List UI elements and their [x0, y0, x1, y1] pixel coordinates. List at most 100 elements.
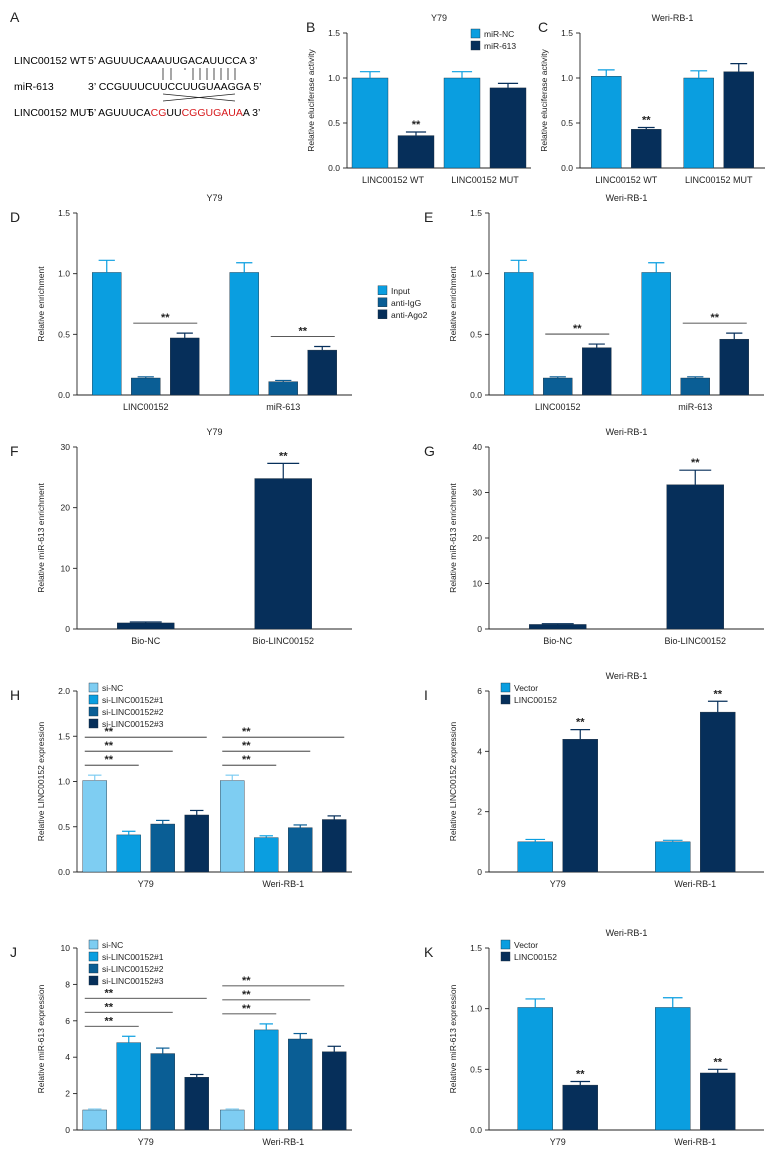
legend-swatch: [88, 682, 99, 693]
y-tick-label: 0.0: [328, 163, 340, 173]
y-tick-label: 1.5: [561, 28, 573, 38]
seq-name-mut: LINC00152 MUT: [14, 107, 93, 119]
legend-swatch: [88, 939, 99, 950]
legend-swatch: [88, 718, 99, 729]
legend-swatch: [377, 285, 388, 295]
panel-label-j: J: [10, 944, 17, 960]
x-tick-label: Bio-LINC00152: [664, 636, 726, 646]
bar: [443, 77, 481, 169]
y-axis-label: Relative eluciferase activity: [306, 48, 316, 151]
bar: [641, 272, 671, 396]
panel-label-i: I: [424, 687, 428, 703]
bar: [150, 823, 175, 873]
y-tick-label: 20: [61, 503, 71, 513]
significance-stars: **: [298, 325, 307, 337]
chart-title: Weri-RB-1: [606, 928, 648, 938]
bar: [655, 1007, 691, 1131]
panel-label-h: H: [10, 687, 20, 703]
seq-mut-part-red: CG: [151, 107, 167, 119]
bar: [397, 135, 435, 169]
bar: [351, 77, 389, 169]
x-tick-label: Y79: [550, 879, 566, 889]
bar: [591, 75, 622, 169]
seq-wt: 5’ AGUUUCAAAUUGACAUUCCA 3’: [88, 55, 257, 67]
y-tick-label: 0.5: [470, 1064, 482, 1074]
x-tick-label: LINC00152 MUT: [451, 175, 519, 185]
significance-stars: **: [242, 975, 251, 987]
y-tick-label: 0.0: [58, 390, 70, 400]
y-tick-label: 1.5: [470, 208, 482, 218]
chart-title: Weri-RB-1: [652, 13, 694, 23]
legend-label: anti-Ago2: [391, 310, 428, 320]
bar: [723, 71, 754, 169]
legend-label: si-LINC00152#3: [102, 976, 164, 986]
significance-stars: **: [104, 754, 113, 766]
legend-label: si-LINC00152#1: [102, 695, 164, 705]
bar: [254, 478, 312, 630]
bar: [92, 272, 122, 396]
significance-stars: **: [242, 1003, 251, 1015]
bar: [683, 77, 714, 169]
bar: [582, 347, 612, 396]
y-tick-label: 0.5: [58, 822, 70, 832]
panel-label-g: G: [424, 443, 435, 459]
y-tick-label: 0.0: [561, 163, 573, 173]
significance-stars: **: [104, 987, 113, 999]
legend-swatch: [88, 963, 99, 974]
chart-title: Y79: [206, 193, 222, 203]
x-tick-label: Weri-RB-1: [262, 879, 304, 889]
significance-stars: **: [279, 450, 288, 462]
legend-swatch: [88, 706, 99, 717]
y-axis-label: Relative miR-613 expression: [448, 984, 458, 1093]
bar: [322, 1051, 347, 1131]
bar: [220, 780, 245, 873]
bar: [504, 272, 534, 396]
seq-mir: 3’ CCGUUUCUUCCUUGUAAGGA 5’: [88, 81, 261, 93]
y-tick-label: 6: [477, 686, 482, 696]
y-tick-label: 4: [477, 746, 482, 756]
legend: si-NC si-LINC00152#1 si-LINC00152#2 si-LINC…: [88, 682, 164, 729]
chart-title: Weri-RB-1: [606, 193, 648, 203]
x-tick-label: LINC00152 WT: [362, 175, 425, 185]
x-tick-label: miR-613: [266, 402, 300, 412]
y-tick-label: 6: [65, 1016, 70, 1026]
chart-title: Weri-RB-1: [606, 427, 648, 437]
legend-label: Vector: [514, 940, 538, 950]
y-tick-label: 10: [61, 563, 71, 573]
y-tick-label: 1.0: [58, 269, 70, 279]
panel-label-c: C: [538, 19, 548, 35]
significance-stars: **: [104, 740, 113, 752]
legend-label: si-LINC00152#2: [102, 707, 164, 717]
bar: [562, 739, 598, 873]
bar: [322, 819, 347, 873]
y-tick-label: 0.5: [58, 329, 70, 339]
seq-mir-part: 3’ CCGUUUCUUCCUUGUAAGGA 5’: [88, 81, 261, 93]
bar: [254, 1029, 279, 1131]
panel-c: C Weri-RB-1 0.0 0.5 1.0 1.5 Relative elucifera…: [538, 13, 765, 185]
panel-label-e: E: [424, 209, 433, 225]
bar: [254, 837, 279, 873]
legend-label: si-LINC00152#1: [102, 952, 164, 962]
x-tick-label: Bio-NC: [543, 636, 573, 646]
panel-g: G Weri-RB-1 0 10 20 30 40 Relative miR-613 enri…: [424, 427, 764, 646]
legend-label: LINC00152: [514, 952, 557, 962]
seq-mut: 5’ AGUUUCACGUUCGGUGAUAA 3’: [88, 107, 260, 119]
y-tick-label: 0.5: [561, 118, 573, 128]
y-tick-label: 2: [65, 1089, 70, 1099]
seq-wt-part: 5’ AGUUUCAAAUUGACAUUCCA 3’: [88, 55, 257, 67]
y-tick-label: 10: [61, 943, 71, 953]
y-axis-label: Relative LINC00152 expression: [448, 721, 458, 841]
legend-swatch: [88, 694, 99, 705]
significance-stars: **: [576, 1068, 585, 1080]
bar: [184, 814, 209, 873]
panel-label-f: F: [10, 443, 19, 459]
x-tick-label: Bio-LINC00152: [252, 636, 314, 646]
bar: [700, 1072, 736, 1131]
panel-j: J 0 2 4 6 8 10 Relative miR-613 expression Y79 We…: [10, 939, 352, 1147]
x-tick-label: LINC00152: [535, 402, 581, 412]
bar: [517, 841, 553, 873]
bar: [307, 349, 337, 396]
bar: [288, 827, 313, 873]
bar: [184, 1077, 209, 1131]
